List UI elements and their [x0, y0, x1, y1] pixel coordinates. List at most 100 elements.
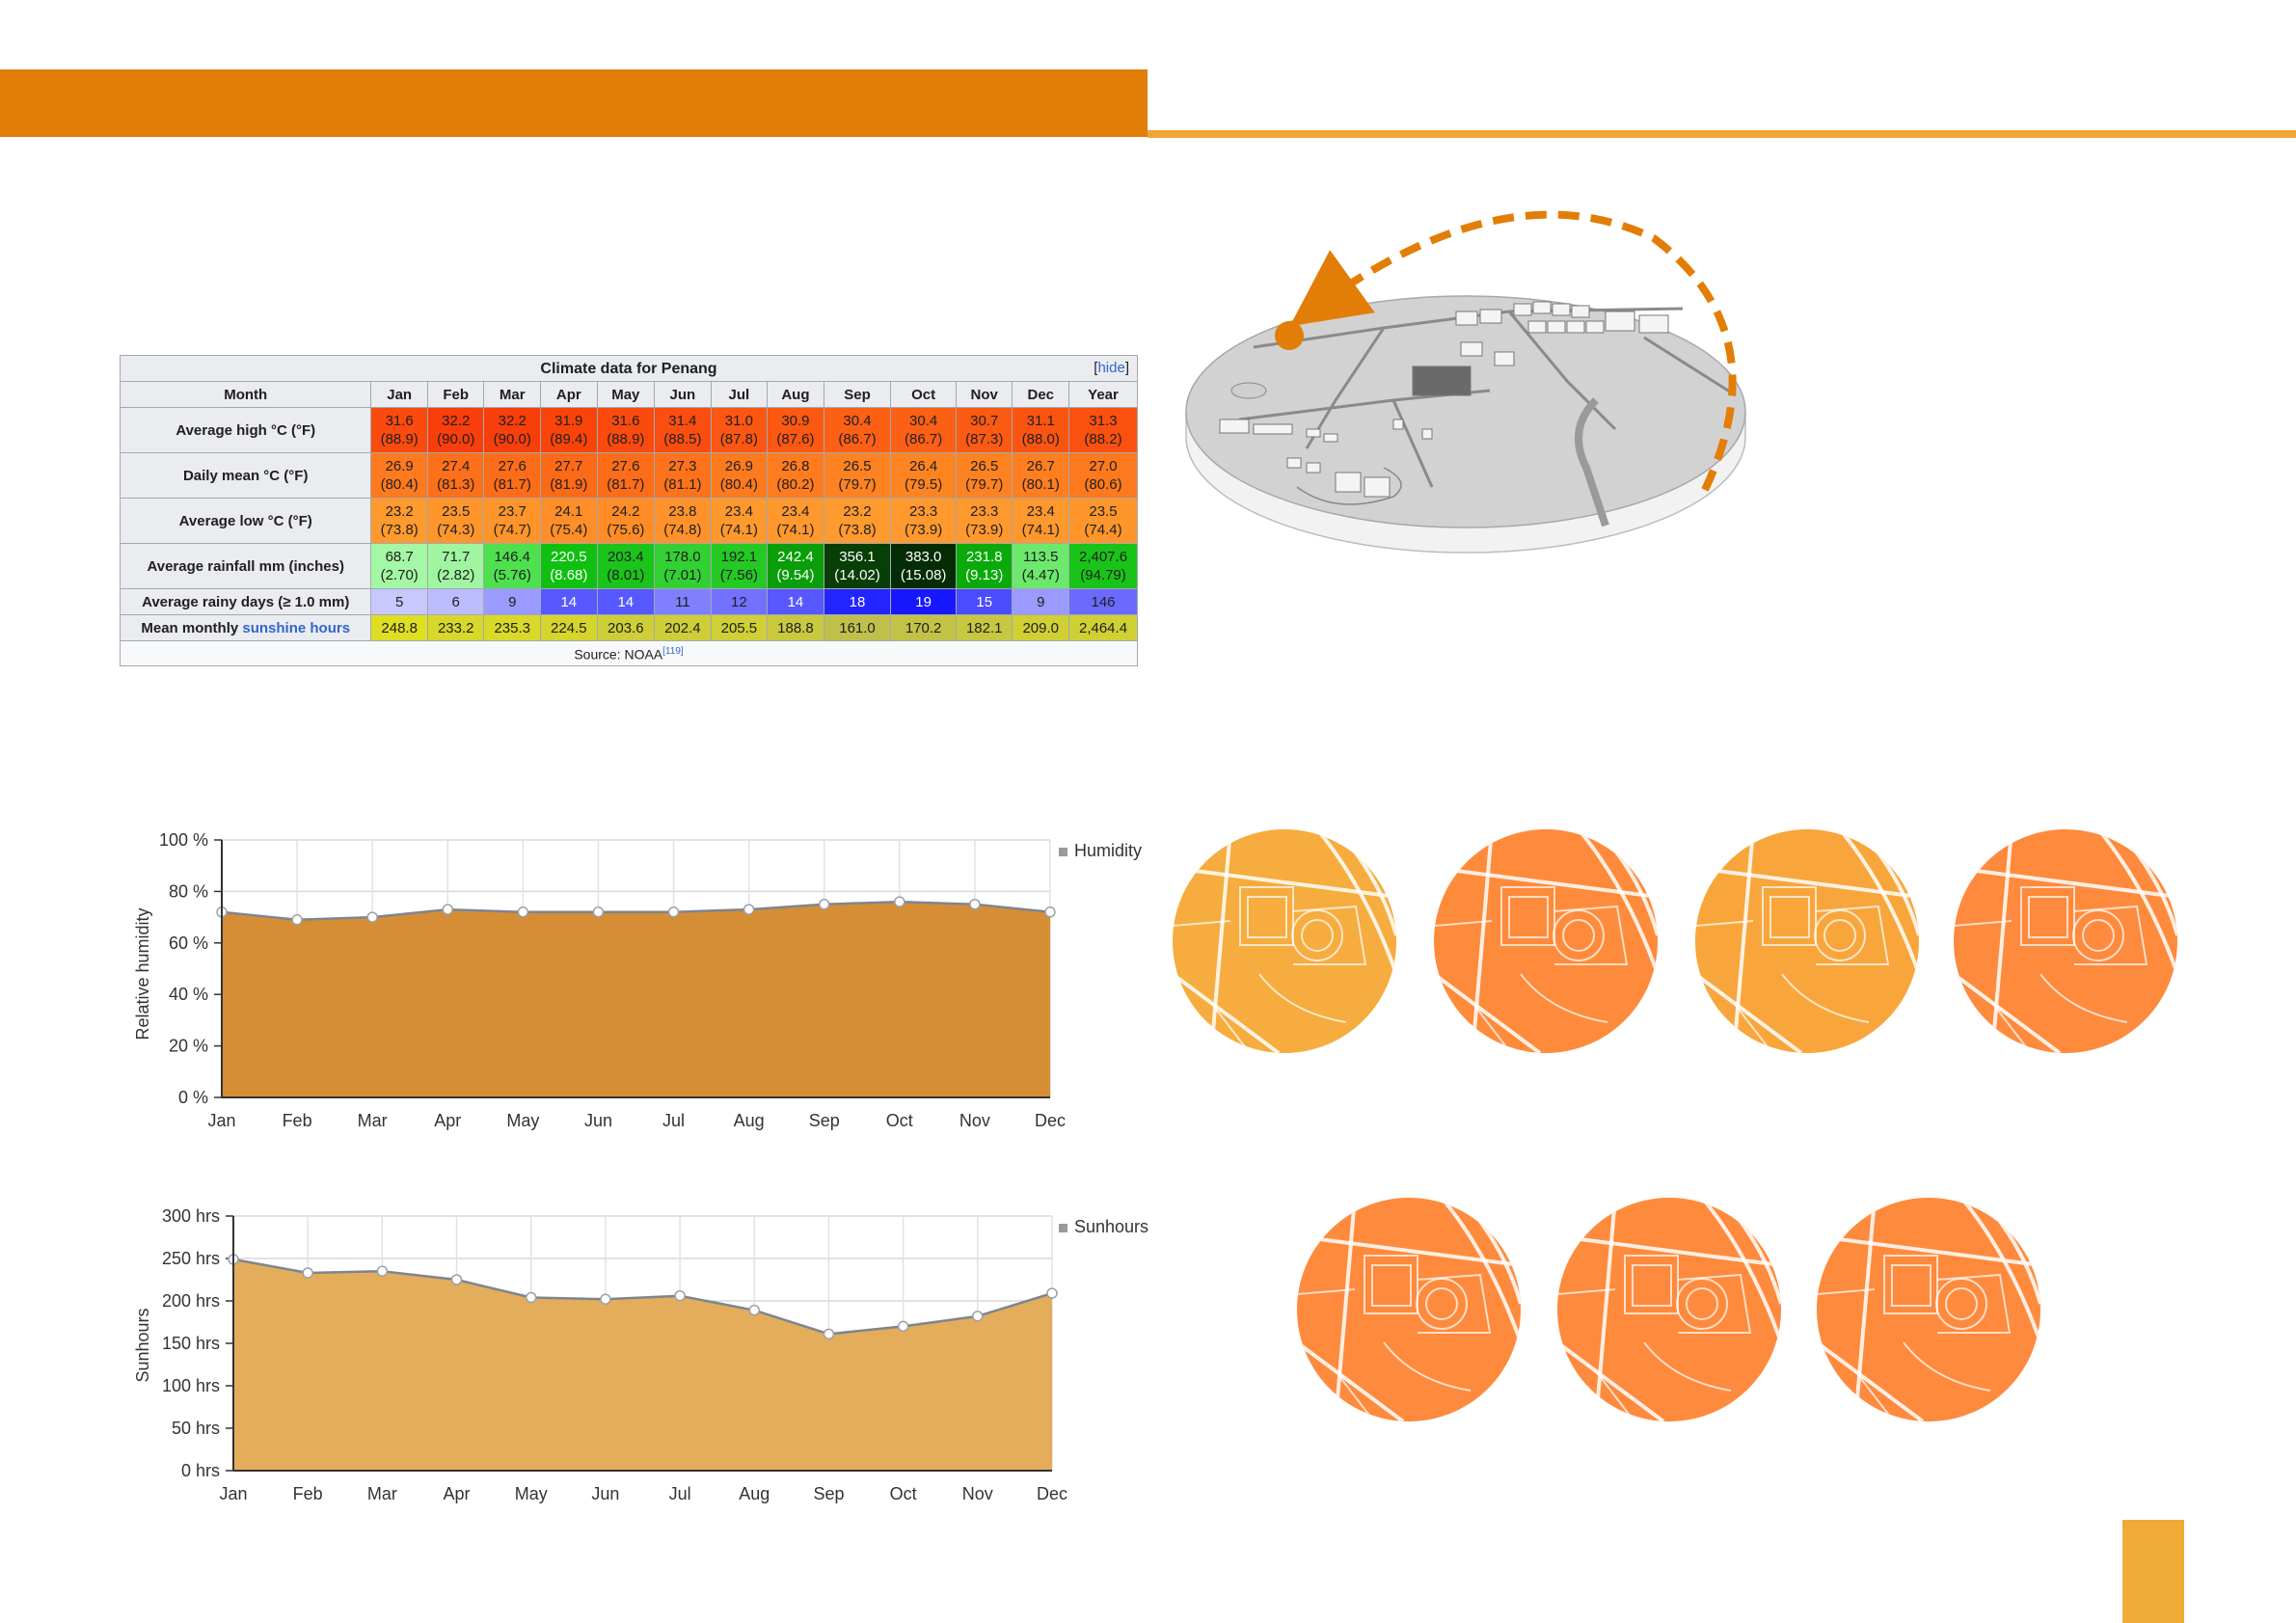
- cell-primary-value: 188.8: [777, 619, 814, 636]
- cell-primary-value: 14: [560, 593, 578, 610]
- data-point: [517, 906, 529, 918]
- data-point: [743, 904, 755, 915]
- cell-primary-value: 233.2: [437, 619, 474, 636]
- climate-value-cell: 31.0 (87.8): [710, 407, 769, 453]
- cell-primary-value: 14: [617, 593, 635, 610]
- cell-secondary-value: (87.6): [776, 431, 815, 447]
- cell-primary-value: 32.2: [442, 413, 471, 429]
- data-point: [366, 911, 378, 923]
- cell-primary-value: 23.3: [909, 503, 938, 520]
- cell-secondary-value: (74.7): [493, 522, 531, 538]
- humidity-chart: 0 % 20 % 40 % 60 % 80 % 100 % Jan Feb Mar Apr May J…: [133, 830, 1142, 1130]
- climate-row-label: Mean monthly sunshine hours: [119, 614, 372, 641]
- hide-toggle-link[interactable]: [hide]: [1094, 360, 1129, 376]
- cell-primary-value: 24.2: [611, 503, 640, 520]
- climate-value-cell: 12: [710, 588, 769, 615]
- cell-secondary-value: (88.5): [663, 431, 702, 447]
- legend-swatch: [1059, 1224, 1067, 1232]
- month-header-cell: Year: [1068, 381, 1138, 408]
- climate-value-cell: 2,464.4: [1068, 614, 1138, 641]
- climate-value-cell: 5: [370, 588, 428, 615]
- cell-secondary-value: (81.3): [437, 476, 475, 493]
- cell-primary-value: 235.3: [494, 619, 531, 636]
- cell-primary-value: 113.5: [1023, 549, 1059, 565]
- climate-value-cell: 14: [540, 588, 598, 615]
- sunshine-hours-link[interactable]: sunshine hours: [242, 619, 351, 636]
- cell-primary-value: 9: [508, 593, 517, 610]
- climate-value-cell: 170.2: [890, 614, 957, 641]
- site-map-lines: [1817, 1198, 2040, 1421]
- climate-value-cell: 23.4 (74.1): [710, 498, 769, 544]
- x-tick-label: Feb: [283, 1111, 312, 1130]
- cell-secondary-value: (81.7): [493, 476, 531, 493]
- site-map-circle: [1954, 829, 2177, 1053]
- cell-primary-value: 26.9: [385, 458, 414, 474]
- cell-secondary-value: (73.9): [905, 522, 943, 538]
- x-tick-label: Nov: [962, 1484, 993, 1503]
- climate-table-container: Climate data for Penang [hide] Month Jan F…: [119, 355, 1138, 666]
- climate-value-cell: 14: [767, 588, 824, 615]
- y-tick-label: 100 %: [159, 830, 208, 850]
- cell-secondary-value: (80.1): [1021, 476, 1060, 493]
- y-tick-label: 0 hrs: [181, 1461, 220, 1480]
- cell-secondary-value: (94.79): [1080, 567, 1126, 583]
- sun-position-marker: [1275, 321, 1304, 350]
- month-header-cell: Nov: [955, 381, 1013, 408]
- climate-value-cell: 23.3 (73.9): [955, 498, 1013, 544]
- climate-value-cell: 26.9 (80.4): [710, 452, 769, 499]
- y-tick-label: 250 hrs: [162, 1249, 220, 1268]
- climate-value-cell: 161.0: [823, 614, 892, 641]
- climate-value-cell: 27.0 (80.6): [1068, 452, 1138, 499]
- x-tick-label: Jun: [584, 1111, 612, 1130]
- site-map-lines: [1557, 1198, 1781, 1421]
- cell-primary-value: 11: [675, 593, 690, 610]
- cell-secondary-value: (81.9): [550, 476, 588, 493]
- cell-primary-value: 209.0: [1022, 619, 1060, 636]
- climate-value-cell: 9: [483, 588, 542, 615]
- x-tick-label: Jan: [219, 1484, 247, 1503]
- climate-value-cell: 146: [1068, 588, 1138, 615]
- cell-primary-value: 27.3: [668, 458, 697, 474]
- cell-primary-value: 202.4: [664, 619, 701, 636]
- cell-primary-value: 26.7: [1026, 458, 1055, 474]
- cell-secondary-value: (80.2): [776, 476, 815, 493]
- climate-row: Average low °C (°F) 23.2 (73.8) 23.5 (74.3) 2…: [119, 498, 1138, 544]
- data-point: [972, 1311, 984, 1322]
- climate-row-label: Average rainy days (≥ 1.0 mm): [119, 588, 372, 615]
- data-point: [897, 1320, 909, 1333]
- cell-primary-value: 14: [787, 593, 804, 610]
- climate-table-caption: Climate data for Penang [hide]: [120, 355, 1138, 382]
- corner-accent-block: [2122, 1520, 2184, 1623]
- cell-secondary-value: (2.82): [437, 567, 475, 583]
- cell-secondary-value: (88.2): [1084, 431, 1122, 447]
- cell-secondary-value: (74.3): [437, 522, 475, 538]
- cell-primary-value: 27.6: [611, 458, 640, 474]
- climate-value-cell: 242.4 (9.54): [767, 543, 824, 589]
- climate-value-cell: 383.0 (15.08): [890, 543, 957, 589]
- source-reference-link[interactable]: [119]: [662, 646, 684, 658]
- climate-value-cell: 19: [890, 588, 957, 615]
- climate-value-cell: 146.4 (5.76): [483, 543, 542, 589]
- cell-primary-value: 23.5: [442, 503, 471, 520]
- climate-value-cell: 113.5 (4.47): [1012, 543, 1070, 589]
- x-tick-label: Jun: [591, 1484, 619, 1503]
- climate-value-cell: 23.4 (74.1): [1012, 498, 1070, 544]
- cell-secondary-value: (79.7): [965, 476, 1004, 493]
- map-disc-base: [1185, 295, 1746, 554]
- x-tick-label: Dec: [1035, 1111, 1066, 1130]
- cell-primary-value: 23.4: [781, 503, 810, 520]
- x-tick-label: Mar: [367, 1484, 397, 1503]
- cell-primary-value: 5: [395, 593, 404, 610]
- hide-toggle-label[interactable]: hide: [1097, 360, 1125, 376]
- site-map-circle: [1557, 1198, 1781, 1421]
- x-tick-label: Mar: [358, 1111, 388, 1130]
- climate-value-cell: 68.7 (2.70): [370, 543, 428, 589]
- climate-value-cell: 203.4 (8.01): [596, 543, 656, 589]
- climate-value-cell: 356.1 (14.02): [823, 543, 892, 589]
- cell-secondary-value: (4.47): [1021, 567, 1060, 583]
- data-point: [1046, 1287, 1058, 1299]
- cell-secondary-value: (90.0): [437, 431, 475, 447]
- cell-primary-value: 27.4: [442, 458, 471, 474]
- cell-secondary-value: (80.4): [380, 476, 419, 493]
- cell-secondary-value: (88.0): [1021, 431, 1060, 447]
